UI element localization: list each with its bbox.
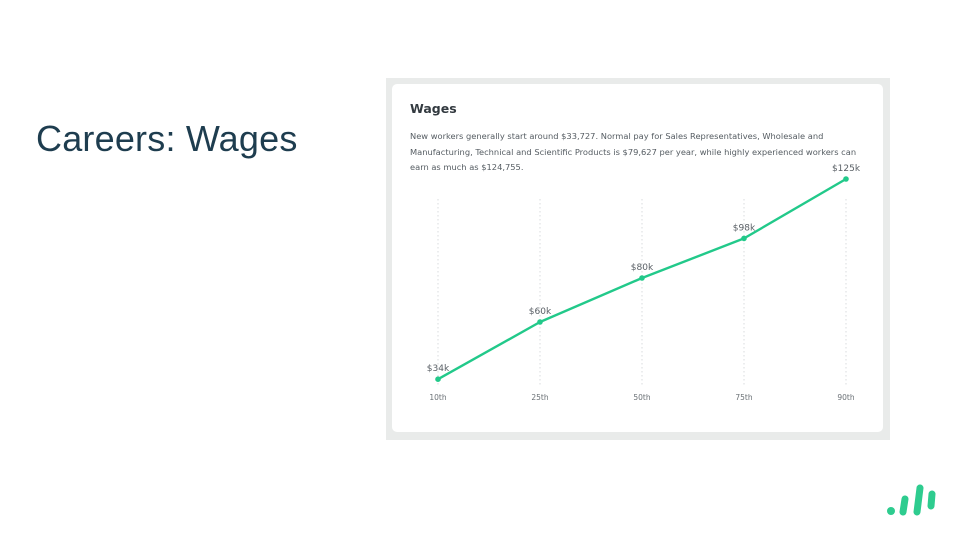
- x-tick-label: 50th: [633, 393, 650, 402]
- data-point: [741, 235, 747, 242]
- card-title: Wages: [410, 101, 457, 116]
- wages-card: Wages New workers generally start around…: [392, 84, 883, 432]
- data-point: [435, 376, 441, 383]
- logo-bar-1: [899, 495, 909, 516]
- data-point: [843, 176, 849, 182]
- chart-screenshot-frame: Wages New workers generally start around…: [386, 78, 890, 440]
- data-point: [537, 319, 543, 325]
- x-tick-label: 90th: [837, 393, 854, 402]
- slide-title: Careers: Wages: [36, 118, 298, 159]
- data-label: $34k: [427, 364, 450, 374]
- x-tick-label: 25th: [531, 393, 548, 402]
- data-point: [639, 275, 645, 281]
- data-label: $125k: [832, 164, 861, 174]
- data-label: $60k: [529, 307, 552, 317]
- logo-bar-3: [927, 490, 936, 510]
- card-description: New workers generally start around $33,7…: [410, 131, 857, 172]
- x-tick-label: 10th: [429, 393, 446, 402]
- data-label: $98k: [733, 223, 756, 233]
- wages-line-chart: $34k $60k $80k $98k $125k 10th 25th 50th 75th 90t…: [427, 164, 861, 402]
- logo-dot: [887, 507, 895, 515]
- data-label: $80k: [631, 263, 654, 273]
- x-tick-label: 75th: [735, 393, 752, 402]
- bar-signal-logo-icon: [887, 484, 936, 516]
- logo-bar-2: [913, 484, 924, 516]
